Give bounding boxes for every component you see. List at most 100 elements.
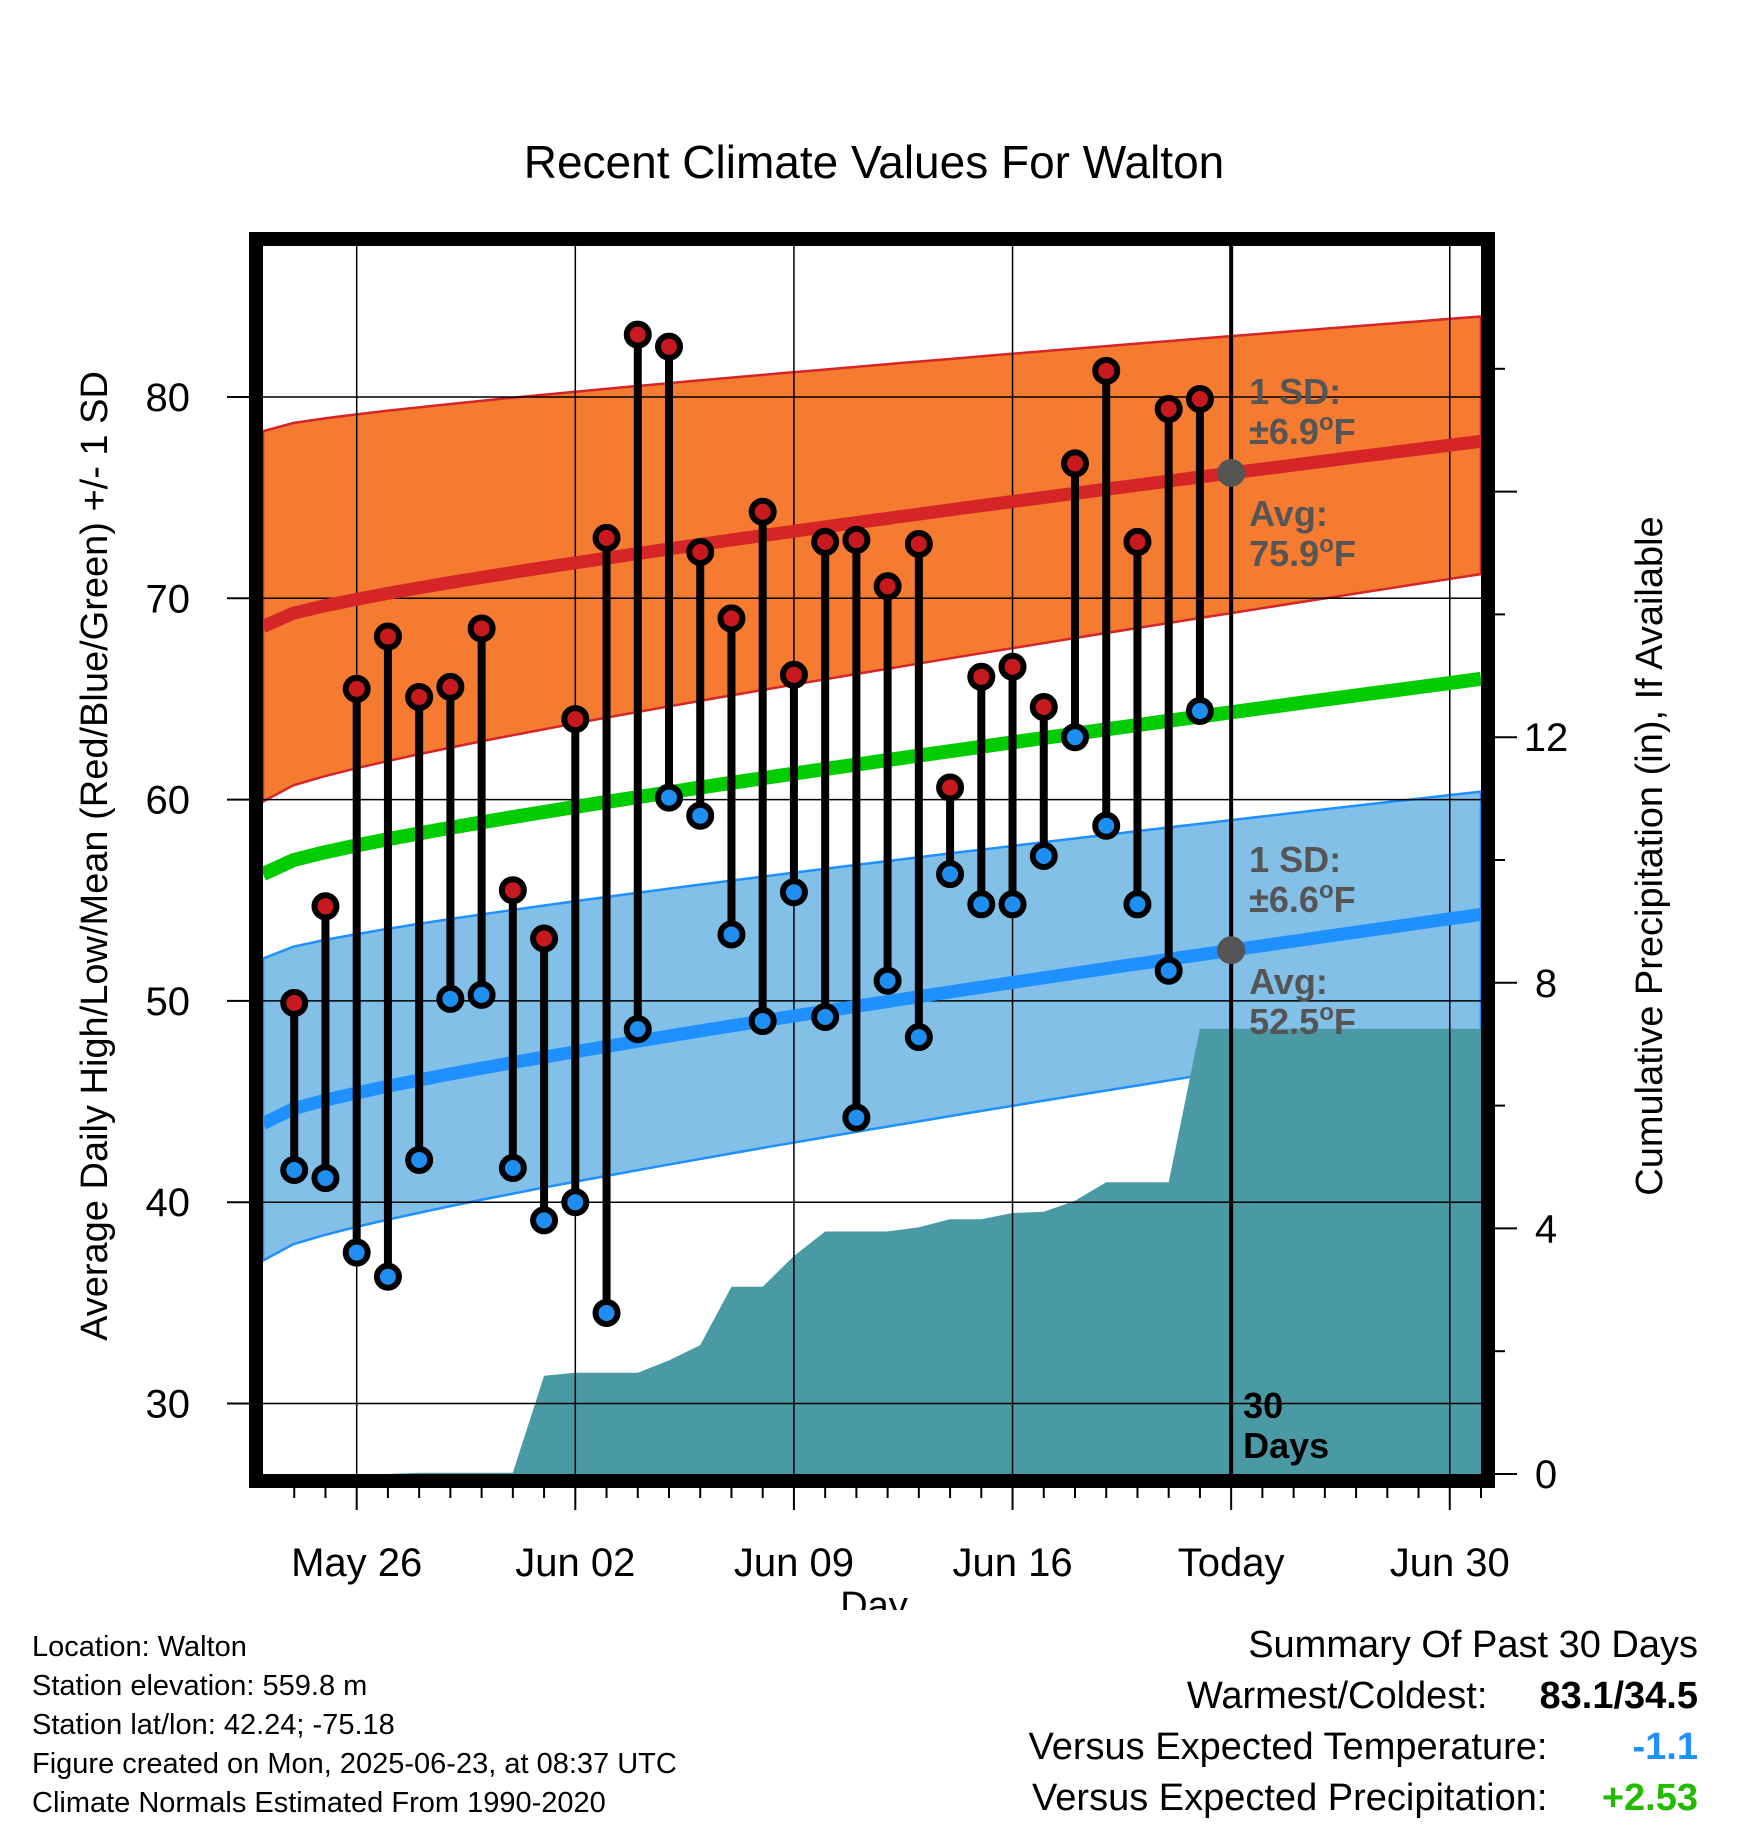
daily-low-marker [1123, 890, 1152, 919]
daily-high-marker [811, 527, 840, 556]
daily-high-marker [748, 497, 777, 526]
daily-low-marker [1092, 811, 1121, 840]
daily-low-marker [405, 1145, 434, 1174]
daily-high-marker [1029, 693, 1058, 722]
precip-anomaly-value: +2.53 [1601, 1777, 1698, 1819]
low-sd-band [263, 790, 1481, 1263]
temp-anomaly-value: -1.1 [1632, 1726, 1698, 1768]
daily-high-marker [936, 773, 965, 802]
daily-low-marker [717, 920, 746, 949]
daily-low-marker [623, 1015, 652, 1044]
high-avg-annotation-unit: F [1334, 533, 1356, 574]
daily-low-marker [936, 860, 965, 889]
precip-area [263, 1028, 1481, 1474]
chart-title: Recent Climate Values For Walton [524, 136, 1225, 188]
daily-high-marker [311, 892, 340, 921]
low-sd-annotation-degree: o [1319, 877, 1334, 904]
daily-low-marker [530, 1206, 559, 1235]
daily-high-marker [873, 572, 902, 601]
daily-low-marker [373, 1262, 402, 1291]
daily-high-marker [904, 529, 933, 558]
y-tick-label: 40 [146, 1181, 191, 1225]
daily-high-marker [530, 924, 559, 953]
daily-high-marker [592, 523, 621, 552]
daily-low-marker [561, 1188, 590, 1217]
daily-high-marker [779, 660, 808, 689]
elevation-text: Station elevation: 559.8 m [32, 1670, 368, 1702]
y2-tick-label: 4 [1535, 1207, 1557, 1251]
high-sd-annotation-line2: ±6.9oF [1249, 409, 1355, 452]
y2-axis-label: Cumulative Precipitation (in), If Availa… [1629, 516, 1671, 1195]
low-avg-annotation-line1: Avg: [1249, 961, 1328, 1002]
x-tick-label: May 26 [291, 1541, 422, 1585]
normals-text: Climate Normals Estimated From 1990-2020 [32, 1787, 606, 1819]
x-tick-label: Jun 09 [734, 1541, 854, 1585]
daily-high-marker [717, 604, 746, 633]
x-tick-label: Jun 16 [952, 1541, 1072, 1585]
y-tick-label: 60 [146, 779, 191, 823]
today-high-avg-marker [1217, 458, 1246, 487]
created-text: Figure created on Mon, 2025-06-23, at 08… [32, 1748, 677, 1780]
daily-low-marker [873, 966, 902, 995]
warm-cold-value: 83.1/34.5 [1539, 1675, 1698, 1717]
daily-low-marker [1061, 723, 1089, 752]
high-avg-annotation-line1: Avg: [1249, 493, 1328, 534]
y-tick-label: 30 [146, 1383, 191, 1427]
daily-low-marker [779, 878, 808, 907]
daily-high-marker [280, 988, 309, 1017]
days-annotation-line1: 30 [1243, 1385, 1283, 1426]
y-axis-label: Average Daily High/Low/Mean (Red/Blue/Gr… [74, 371, 116, 1341]
daily-low-marker [280, 1156, 309, 1185]
high-sd-band [263, 315, 1481, 804]
daily-low-marker [748, 1007, 777, 1036]
x-axis-label: Day [840, 1585, 908, 1610]
summary-temp-row: Versus Expected Temperature: -1.1 [1029, 1722, 1698, 1773]
daily-low-marker [904, 1023, 933, 1052]
daily-high-marker [1154, 395, 1183, 424]
x-tick-label: Jun 02 [515, 1541, 635, 1585]
daily-high-marker [561, 705, 590, 734]
daily-high-marker [1123, 527, 1152, 556]
daily-high-marker [686, 537, 715, 566]
x-tick-label: Jun 30 [1390, 1541, 1510, 1585]
y-tick-label: 50 [146, 980, 191, 1024]
daily-low-marker [842, 1103, 871, 1132]
low-avg-annotation-degree: o [1319, 999, 1334, 1026]
mean-line [263, 671, 1481, 881]
daily-high-marker [436, 672, 465, 701]
daily-low-marker [686, 801, 715, 830]
low-avg-annotation-line2: 52.5oF [1249, 999, 1356, 1042]
daily-low-marker [498, 1154, 527, 1183]
plot-frame [249, 232, 1495, 1488]
y2-tick-label: 0 [1535, 1453, 1557, 1497]
low-sd-annotation-line1: 1 SD: [1249, 839, 1341, 880]
y2-tick-label: 12 [1524, 716, 1569, 760]
summary-precip-row: Versus Expected Precipitation: +2.53 [1029, 1773, 1698, 1824]
daily-high-marker [655, 332, 683, 361]
today-low-avg-marker [1217, 936, 1246, 965]
days-annotation-line2: Days [1243, 1425, 1329, 1466]
temp-anomaly-label: Versus Expected Temperature: [1028, 1726, 1548, 1768]
daily-high-marker [967, 662, 996, 691]
daily-high-marker [998, 652, 1027, 681]
daily-low-marker [1154, 956, 1183, 985]
daily-high-marker [498, 876, 527, 905]
precip-anomaly-label: Versus Expected Precipitation: [1032, 1777, 1548, 1819]
daily-high-marker [405, 682, 434, 711]
daily-high-marker [1092, 356, 1121, 385]
y-tick-label: 80 [146, 376, 191, 420]
daily-low-marker [1185, 697, 1214, 726]
location-text: Location: Walton [32, 1631, 247, 1663]
daily-low-marker [311, 1164, 340, 1193]
low-sd-annotation-unit: F [1334, 879, 1356, 920]
daily-low-marker [467, 980, 496, 1009]
daily-high-marker [1185, 384, 1214, 413]
daily-high-marker [342, 674, 371, 703]
daily-low-marker [967, 890, 996, 919]
daily-low-marker [811, 1003, 840, 1032]
climate-chart: Recent Climate Values For Walton 1 SD: ±6… [74, 136, 1671, 1610]
daily-high-marker [842, 525, 871, 554]
daily-high-marker [1061, 449, 1089, 478]
summary-warm-cold-row: Warmest/Coldest: 83.1/34.5 [1029, 1671, 1698, 1722]
